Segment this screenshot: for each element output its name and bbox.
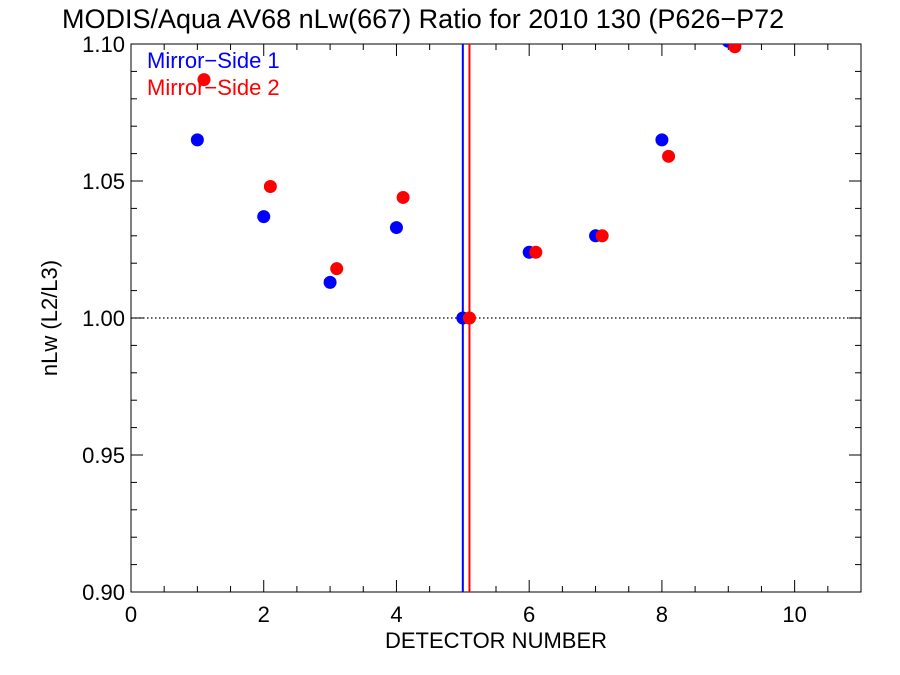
marks-layer	[131, 44, 861, 592]
x-tick-label: 6	[523, 602, 535, 627]
series-2-point	[728, 44, 742, 54]
x-tick-label: 0	[125, 602, 137, 627]
series-2-point	[462, 311, 476, 325]
y-tick-label: 1.05	[82, 169, 125, 194]
series-2-point	[396, 190, 410, 204]
series-1-point	[389, 221, 403, 235]
legend-entry-1: Mirror−Side 1	[147, 48, 280, 73]
series-2-point	[263, 179, 277, 193]
axes-layer: 0 2 4 6 8 10 0.90 0.95 1.00 1.05 1.10	[82, 32, 862, 627]
chart-title: MODIS/Aqua AV68 nLw(667) Ratio for 2010 …	[62, 4, 784, 34]
y-tick-label: 1.10	[82, 32, 125, 57]
x-axis-title: DETECTOR NUMBER	[385, 628, 607, 653]
series-1-point	[655, 133, 669, 147]
series-2-point	[595, 229, 609, 243]
y-tick-label: 1.00	[82, 306, 125, 331]
x-tick-label: 10	[782, 602, 806, 627]
y-tick-label: 0.95	[82, 443, 125, 468]
series-1-point	[323, 275, 337, 289]
y-axis-title: nLw (L2/L3)	[37, 260, 62, 376]
y-tick-label: 0.90	[82, 580, 125, 605]
series-1-point	[257, 210, 271, 224]
series-2-point	[529, 245, 543, 259]
series-2-point	[197, 73, 211, 87]
legend-entry-2: Mirror−Side 2	[147, 75, 280, 100]
series-2-point	[662, 149, 676, 163]
series-2-point	[330, 262, 344, 276]
x-tick-label: 2	[258, 602, 270, 627]
series-1-point	[190, 133, 204, 147]
x-tick-label: 4	[390, 602, 402, 627]
x-tick-label: 8	[656, 602, 668, 627]
